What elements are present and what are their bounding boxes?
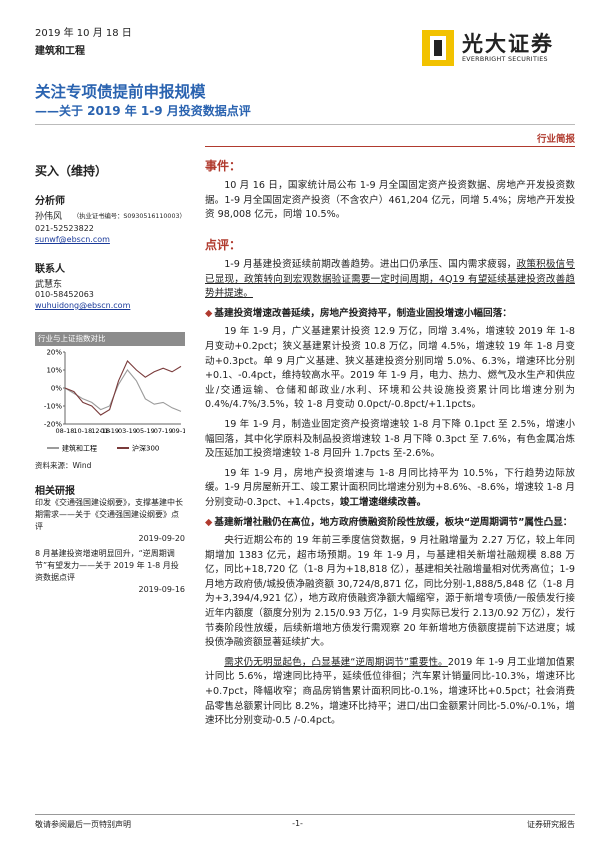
y-tick-label: 0% bbox=[51, 385, 62, 393]
contact-email: wuhuidong@ebscn.com bbox=[35, 301, 131, 310]
x-tick-label: 08-18 bbox=[56, 427, 75, 435]
paragraph: 19 年 1-9 月，房地产投资增速与 1-8 月同比持平为 10.5%，下行趋… bbox=[205, 467, 575, 511]
series-line bbox=[64, 360, 182, 416]
paragraph: 央行近期公布的 19 年前三季度信贷数据，9 月社融增量为 2.27 万亿，较上… bbox=[205, 535, 575, 649]
y-tick-label: 20% bbox=[46, 349, 62, 357]
paragraph: 需求仍无明显起色，凸显基建“逆周期调节”重要性。2019 年 1-9 月工业增加… bbox=[205, 656, 575, 729]
y-tick-label: 10% bbox=[46, 367, 62, 375]
paragraph: 1-9 月基建投资延续前期改善趋势。进出口仍承压、国内需求疲弱，政策积极信号已显… bbox=[205, 258, 575, 302]
subtitle: ——关于 2019 年 1-9 月投资数据点评 bbox=[35, 104, 251, 118]
y-tick-label: -20% bbox=[44, 421, 62, 429]
text: 竣工增速继续改善。 bbox=[339, 496, 427, 508]
contact-name: 武慧东 bbox=[35, 280, 63, 290]
x-tick-label: 09-19 bbox=[172, 427, 185, 435]
logo-icon bbox=[422, 30, 454, 66]
legend-label: 建筑和工程 bbox=[62, 444, 97, 453]
related-date: 2019-09-20 bbox=[138, 534, 186, 543]
analyst-name: 孙伟风 bbox=[35, 212, 63, 222]
logo: 光大证券 EVERBRIGHT SECURITIES bbox=[420, 28, 575, 68]
bullet-heading: 基建新增社融仍在高位，地方政府债融资阶段性放缓，板块“逆周期调节”属性凸显： bbox=[205, 516, 575, 531]
x-tick-label: 01-19 bbox=[100, 427, 119, 435]
chart-source: 资料来源：Wind bbox=[35, 461, 92, 470]
footer-right: 证券研究报告 bbox=[527, 820, 575, 829]
text: 19 年 1-9 月，房地产投资增速与 1-8 月同比持平为 10.5%，下行趋… bbox=[205, 467, 575, 508]
industry: 建筑和工程 bbox=[35, 46, 85, 57]
logo-en: EVERBRIGHT SECURITIES bbox=[462, 56, 548, 63]
paragraph: 19 年 1-9 月，广义基建累计投资 12.9 万亿，同增 3.4%，增速较 … bbox=[205, 326, 575, 411]
x-tick-label: 12-18 bbox=[91, 427, 110, 435]
text: 2019 年 1-9 月工业增加值累计同比 5.6%，增速同比持平，延续低位徘徊… bbox=[205, 656, 575, 727]
event-text: 10 月 16 日，国家统计局公布 1-9 月全国固定资产投资数据、房地产开发投… bbox=[205, 179, 575, 228]
contact-phone: 010-58452063 bbox=[35, 290, 94, 299]
series-line bbox=[64, 369, 182, 412]
related-title: 印发《交通强国建设纲要》，支撑基建中长期需求——关于《交通强国建设纲要》点评 bbox=[35, 498, 183, 531]
text: 基建新增社融仍在高位，地方政府债融资阶段性放缓，板块“逆周期调节”属性凸显： bbox=[214, 516, 573, 528]
event-heading: 事件： bbox=[205, 159, 242, 173]
rating: 买入（维持） bbox=[35, 164, 108, 178]
x-tick-label: 03-19 bbox=[118, 427, 137, 435]
logo-cn: 光大证券 bbox=[462, 32, 554, 56]
comment-body: 1-9 月基建投资延续前期改善趋势。进出口仍承压、国内需求疲弱，政策积极信号已显… bbox=[205, 258, 575, 734]
chart-heading: 行业与上证指数对比 bbox=[35, 332, 185, 346]
x-tick-label: 05-19 bbox=[136, 427, 155, 435]
comment-heading: 点评： bbox=[205, 238, 242, 252]
footer-page: -1- bbox=[292, 819, 303, 828]
related-heading: 相关研报 bbox=[35, 486, 75, 497]
analyst-email: sunwf@ebscn.com bbox=[35, 235, 110, 244]
related-date: 2019-09-16 bbox=[138, 585, 186, 594]
x-tick-label: 07-19 bbox=[154, 427, 173, 435]
analyst-phone: 021-52523822 bbox=[35, 224, 94, 233]
rule bbox=[35, 124, 575, 125]
related-list: 印发《交通强国建设纲要》，支撑基建中长期需求——关于《交通强国建设纲要》点评 2… bbox=[35, 497, 185, 596]
report-type: 行业简报 bbox=[536, 134, 575, 145]
text: 需求仍无明显起色，凸显基建“逆周期调节”重要性。 bbox=[224, 656, 448, 668]
contact-heading: 联系人 bbox=[35, 264, 65, 275]
bullet-heading: 基建投资增速改善延续，房地产投资持平，制造业固投增速小幅回落： bbox=[205, 307, 575, 322]
legend-label: 沪深300 bbox=[132, 444, 159, 453]
title: 关注专项债提前申报规模 bbox=[35, 83, 206, 101]
analyst-heading: 分析师 bbox=[35, 196, 65, 207]
x-tick-label: 10-18 bbox=[73, 427, 92, 435]
paragraph: 10 月 16 日，国家统计局公布 1-9 月全国固定资产投资数据、房地产开发投… bbox=[205, 180, 575, 221]
text: 1-9 月基建投资延续前期改善趋势。进出口仍承压、国内需求疲弱， bbox=[224, 259, 517, 270]
rule bbox=[205, 146, 575, 147]
text: 政策积极信号已显现，政策转向到宏观数据验证需要一定时间周期，4Q19 有望延续基… bbox=[205, 259, 576, 300]
paragraph: 19 年 1-9 月，制造业固定资产投资增速较 1-8 月下降 0.1pct 至… bbox=[205, 418, 575, 460]
y-tick-label: -10% bbox=[44, 403, 62, 411]
analyst-cert: （执业证书编号：S0930516110003） bbox=[73, 213, 186, 220]
date: 2019 年 10 月 18 日 bbox=[35, 28, 132, 39]
text: 基建投资增速改善延续，房地产投资持平，制造业固投增速小幅回落： bbox=[214, 307, 512, 319]
chart: -20% -10% 0% 10% 20% 08-1810-1812-1801-1903-1… bbox=[44, 349, 185, 453]
related-title: 8 月基建投资增速明显回升，“逆周期调节”有望发力——关于 2019 年 1-8… bbox=[35, 549, 179, 582]
footer-left: 敬请参阅最后一页特别声明 bbox=[35, 820, 131, 829]
footer-rule bbox=[35, 814, 575, 815]
